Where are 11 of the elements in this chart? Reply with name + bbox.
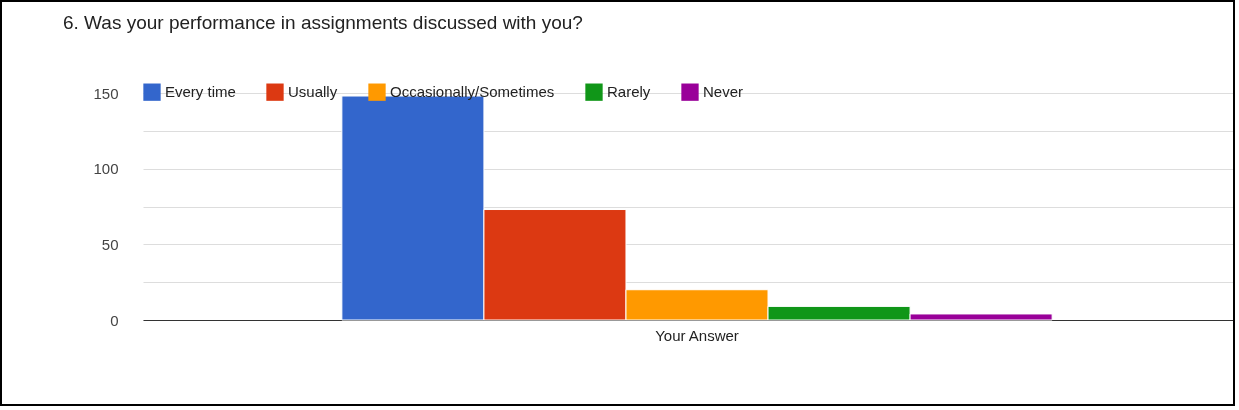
legend-label: Occasionally/Sometimes bbox=[390, 83, 555, 101]
y-tick-label: 0 bbox=[110, 311, 119, 329]
legend-label: Every time bbox=[165, 83, 236, 101]
y-tick-label: 50 bbox=[101, 235, 119, 253]
chart-title: 6. Was your performance in assignments discussed with you? bbox=[62, 12, 583, 33]
y-tick-label: 150 bbox=[93, 84, 119, 102]
legend-label: Never bbox=[703, 83, 744, 101]
legend-label: Usually bbox=[288, 83, 338, 101]
x-tick-label: Your Answer bbox=[655, 326, 739, 344]
legend-label: Rarely bbox=[607, 83, 651, 101]
y-tick-label: 100 bbox=[93, 160, 119, 178]
